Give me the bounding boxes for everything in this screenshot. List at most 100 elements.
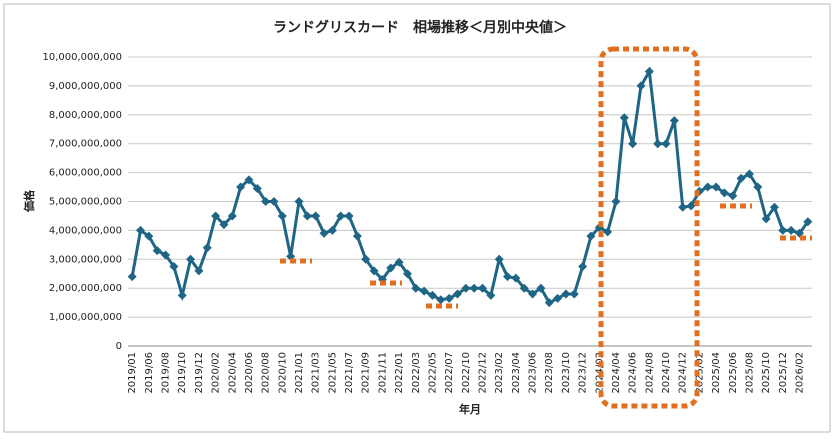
- x-tick-label: 2024/12: [678, 352, 689, 394]
- data-point: [169, 262, 179, 272]
- x-tick-label: 2021/03: [311, 352, 322, 394]
- x-tick-label: 2025/12: [778, 352, 789, 394]
- data-point: [261, 197, 271, 206]
- data-point: [519, 283, 529, 293]
- data-point: [544, 298, 554, 308]
- data-point: [578, 262, 588, 272]
- data-point: [294, 197, 304, 206]
- data-point: [311, 211, 321, 221]
- data-point: [386, 263, 396, 273]
- data-point: [277, 211, 287, 221]
- y-tick-label: 9,000,000,000: [49, 81, 122, 92]
- data-point: [753, 182, 763, 192]
- data-point: [177, 290, 187, 300]
- data-point: [653, 139, 663, 149]
- x-tick-label: 2026/02: [794, 352, 805, 394]
- x-tick-label: 2024/04: [611, 352, 622, 394]
- data-point: [628, 139, 638, 149]
- data-point: [352, 231, 362, 241]
- x-tick-label: 2023/10: [561, 352, 572, 394]
- x-tick-label: 2023/12: [578, 352, 589, 394]
- data-point: [744, 169, 754, 179]
- data-point: [769, 202, 779, 212]
- data-point: [536, 283, 546, 293]
- data-point: [244, 175, 254, 185]
- data-point: [528, 289, 538, 299]
- x-tick-label: 2023/02: [494, 352, 505, 394]
- data-point: [411, 283, 421, 293]
- x-tick-label: 2023/06: [528, 352, 539, 394]
- y-tick-label: 1,000,000,000: [49, 312, 122, 323]
- data-point: [202, 243, 212, 253]
- x-tick-label: 2025/08: [744, 352, 755, 394]
- x-tick-label: 2021/01: [294, 352, 305, 394]
- data-point: [803, 217, 813, 227]
- data-point: [511, 273, 521, 283]
- data-point: [219, 220, 229, 230]
- x-tick-label: 2025/04: [711, 352, 722, 394]
- data-point: [711, 182, 721, 192]
- x-tick-label: 2020/06: [244, 352, 255, 394]
- data-point: [553, 293, 563, 303]
- chart-title: ランドグリスカード 相場推移＜月別中央値＞: [273, 19, 567, 36]
- data-point: [469, 283, 479, 293]
- y-axis-label: 価格: [22, 189, 36, 213]
- x-tick-label: 2024/08: [644, 352, 655, 394]
- x-tick-label: 2019/01: [127, 352, 138, 394]
- data-point: [227, 211, 237, 221]
- data-point: [152, 246, 162, 256]
- data-point: [327, 225, 337, 235]
- data-point: [569, 289, 579, 299]
- x-tick-label: 2022/05: [427, 352, 438, 394]
- x-tick-label: 2019/12: [194, 352, 205, 394]
- y-tick-label: 4,000,000,000: [49, 225, 122, 236]
- x-tick-label: 2021/09: [361, 352, 372, 394]
- x-tick-label: 2019/10: [177, 352, 188, 394]
- x-tick-label: 2025/06: [728, 352, 739, 394]
- data-point: [436, 295, 446, 305]
- data-point: [478, 283, 488, 293]
- data-point: [669, 116, 679, 126]
- x-tick-label: 2019/06: [144, 352, 155, 394]
- y-tick-label: 10,000,000,000: [42, 52, 122, 63]
- data-point: [461, 283, 471, 293]
- data-point: [703, 182, 713, 192]
- data-point: [644, 66, 654, 76]
- y-tick-label: 6,000,000,000: [49, 168, 122, 179]
- data-point: [319, 228, 329, 238]
- data-point: [661, 139, 671, 149]
- data-point: [269, 197, 279, 206]
- x-tick-label: 2020/02: [211, 352, 222, 394]
- x-tick-label: 2021/07: [344, 352, 355, 394]
- data-point: [252, 183, 262, 193]
- data-point: [494, 254, 504, 264]
- data-point: [369, 266, 379, 276]
- data-point: [444, 293, 454, 303]
- data-point: [611, 197, 621, 206]
- data-point: [336, 211, 346, 221]
- data-point: [211, 211, 221, 221]
- x-axis-label: 年月: [459, 402, 481, 416]
- data-point: [344, 211, 354, 221]
- data-point: [419, 286, 429, 296]
- x-tick-label: 2025/02: [694, 352, 705, 394]
- y-tick-label: 7,000,000,000: [49, 139, 122, 150]
- x-tick-label: 2022/10: [461, 352, 472, 394]
- data-point: [778, 225, 788, 235]
- x-tick-label: 2024/10: [661, 352, 672, 394]
- data-point: [736, 173, 746, 183]
- x-tick-label: 2022/01: [394, 352, 405, 394]
- x-tick-label: 2020/10: [277, 352, 288, 394]
- x-tick-label: 2022/12: [478, 352, 489, 394]
- data-point: [194, 266, 204, 276]
- x-tick-label: 2023/04: [511, 352, 522, 394]
- data-point: [302, 211, 312, 221]
- data-point: [603, 227, 613, 237]
- data-point: [361, 254, 371, 264]
- data-point: [728, 191, 738, 201]
- x-tick-label: 2022/07: [444, 352, 455, 394]
- data-point: [503, 272, 513, 282]
- y-tick-label: 0: [116, 341, 122, 352]
- annotations: [280, 46, 812, 409]
- y-tick-label: 2,000,000,000: [49, 283, 122, 294]
